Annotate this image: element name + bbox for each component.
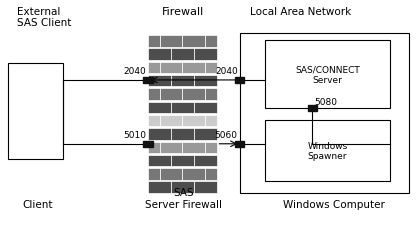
Bar <box>148 116 159 127</box>
Bar <box>194 49 217 61</box>
Bar <box>148 155 171 166</box>
Bar <box>182 116 205 127</box>
Bar <box>182 36 205 47</box>
Bar <box>182 62 205 74</box>
Bar <box>148 182 171 193</box>
Bar <box>194 102 217 114</box>
Bar <box>205 168 217 180</box>
Bar <box>159 142 182 153</box>
Bar <box>194 155 217 166</box>
Text: Firewall: Firewall <box>162 7 205 17</box>
Bar <box>182 142 205 153</box>
Bar <box>171 49 194 61</box>
Bar <box>159 116 182 127</box>
Bar <box>240 34 409 193</box>
Bar <box>159 89 182 100</box>
Text: 2040: 2040 <box>123 67 146 76</box>
Bar <box>148 89 159 100</box>
Bar <box>148 129 171 140</box>
Bar <box>143 78 153 84</box>
Bar <box>159 168 182 180</box>
Bar <box>235 78 244 84</box>
Bar <box>308 106 317 112</box>
Text: 2040: 2040 <box>215 67 238 76</box>
Bar <box>148 142 159 153</box>
Text: Client: Client <box>22 199 53 209</box>
Bar <box>148 62 159 74</box>
Bar <box>148 168 159 180</box>
Bar <box>143 141 153 147</box>
Bar <box>171 182 194 193</box>
Bar <box>205 62 217 74</box>
Text: Windows
Spawner: Windows Spawner <box>307 141 347 161</box>
Bar <box>182 89 205 100</box>
Bar <box>194 76 217 87</box>
Text: Windows Computer: Windows Computer <box>283 199 384 209</box>
Bar <box>148 76 171 87</box>
Bar <box>235 141 244 147</box>
Bar <box>8 64 63 159</box>
Bar <box>159 62 182 74</box>
Text: External
SAS Client: External SAS Client <box>17 7 71 28</box>
Bar <box>171 155 194 166</box>
Text: 5060: 5060 <box>215 131 238 140</box>
Bar <box>171 102 194 114</box>
Text: 5010: 5010 <box>123 131 146 140</box>
Text: Local Area Network: Local Area Network <box>250 7 351 17</box>
Bar <box>194 182 217 193</box>
Text: 5080: 5080 <box>314 98 337 107</box>
Bar <box>182 168 205 180</box>
Bar <box>194 129 217 140</box>
Bar <box>265 120 390 182</box>
Bar <box>159 36 182 47</box>
Bar <box>171 76 194 87</box>
Bar <box>171 129 194 140</box>
Bar <box>205 142 217 153</box>
Text: SAS
Server Firewall: SAS Server Firewall <box>145 187 222 209</box>
Bar <box>148 49 171 61</box>
Bar <box>148 36 159 47</box>
Bar <box>265 41 390 109</box>
Text: SAS/CONNECT
Server: SAS/CONNECT Server <box>295 65 360 85</box>
Bar <box>205 116 217 127</box>
Bar <box>148 102 171 114</box>
Bar <box>205 89 217 100</box>
Bar <box>205 36 217 47</box>
